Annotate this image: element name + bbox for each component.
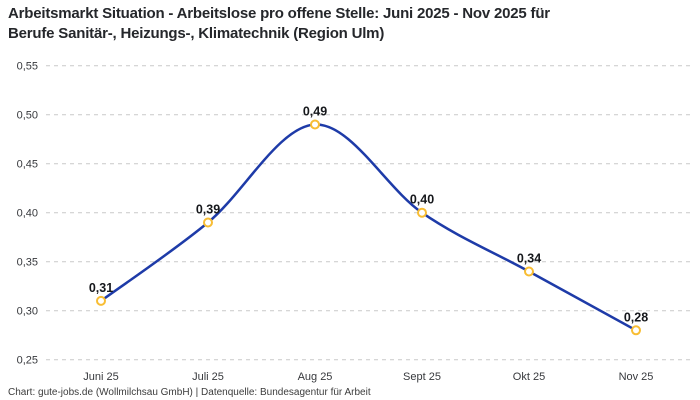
data-point-marker <box>203 217 213 228</box>
data-point-marker <box>524 266 534 277</box>
data-point-marker <box>310 119 320 130</box>
x-axis-tick-label: Juli 25 <box>192 371 224 383</box>
chart-title-line2: Berufe Sanitär-, Heizungs-, Klimatechnik… <box>8 25 385 42</box>
x-axis-tick-label: Okt 25 <box>513 371 545 383</box>
x-axis-tick-label: Sept 25 <box>403 371 441 383</box>
data-point-label: 0,49 <box>303 105 327 119</box>
data-point-label: 0,34 <box>517 252 541 266</box>
chart-credit: Chart: gute-jobs.de (Wollmilchsau GmbH) … <box>8 387 371 398</box>
y-axis-tick-label: 0,40 <box>17 208 38 220</box>
data-point-label: 0,31 <box>89 281 113 295</box>
y-axis-tick-label: 0,30 <box>17 306 38 318</box>
data-point-marker <box>417 207 427 218</box>
data-point-label: 0,28 <box>624 310 648 324</box>
data-point-marker <box>631 325 641 336</box>
y-axis-tick-label: 0,35 <box>17 257 38 269</box>
y-axis-tick-label: 0,45 <box>17 159 38 171</box>
data-point-label: 0,40 <box>410 193 434 207</box>
x-axis-tick-label: Aug 25 <box>298 371 333 383</box>
y-axis-tick-label: 0,50 <box>17 110 38 122</box>
data-point-label: 0,39 <box>196 203 220 217</box>
line-series-path <box>99 123 638 332</box>
chart-title: Arbeitsmarkt Situation - Arbeitslose pro… <box>8 4 696 44</box>
y-axis-tick-label: 0,25 <box>17 355 38 367</box>
x-axis-tick-label: Nov 25 <box>619 371 654 383</box>
data-point-marker <box>96 295 106 306</box>
y-axis-tick-label: 0,55 <box>17 61 38 73</box>
x-axis-tick-label: Juni 25 <box>83 371 118 383</box>
chart-title-line1: Arbeitsmarkt Situation - Arbeitslose pro… <box>8 5 550 22</box>
